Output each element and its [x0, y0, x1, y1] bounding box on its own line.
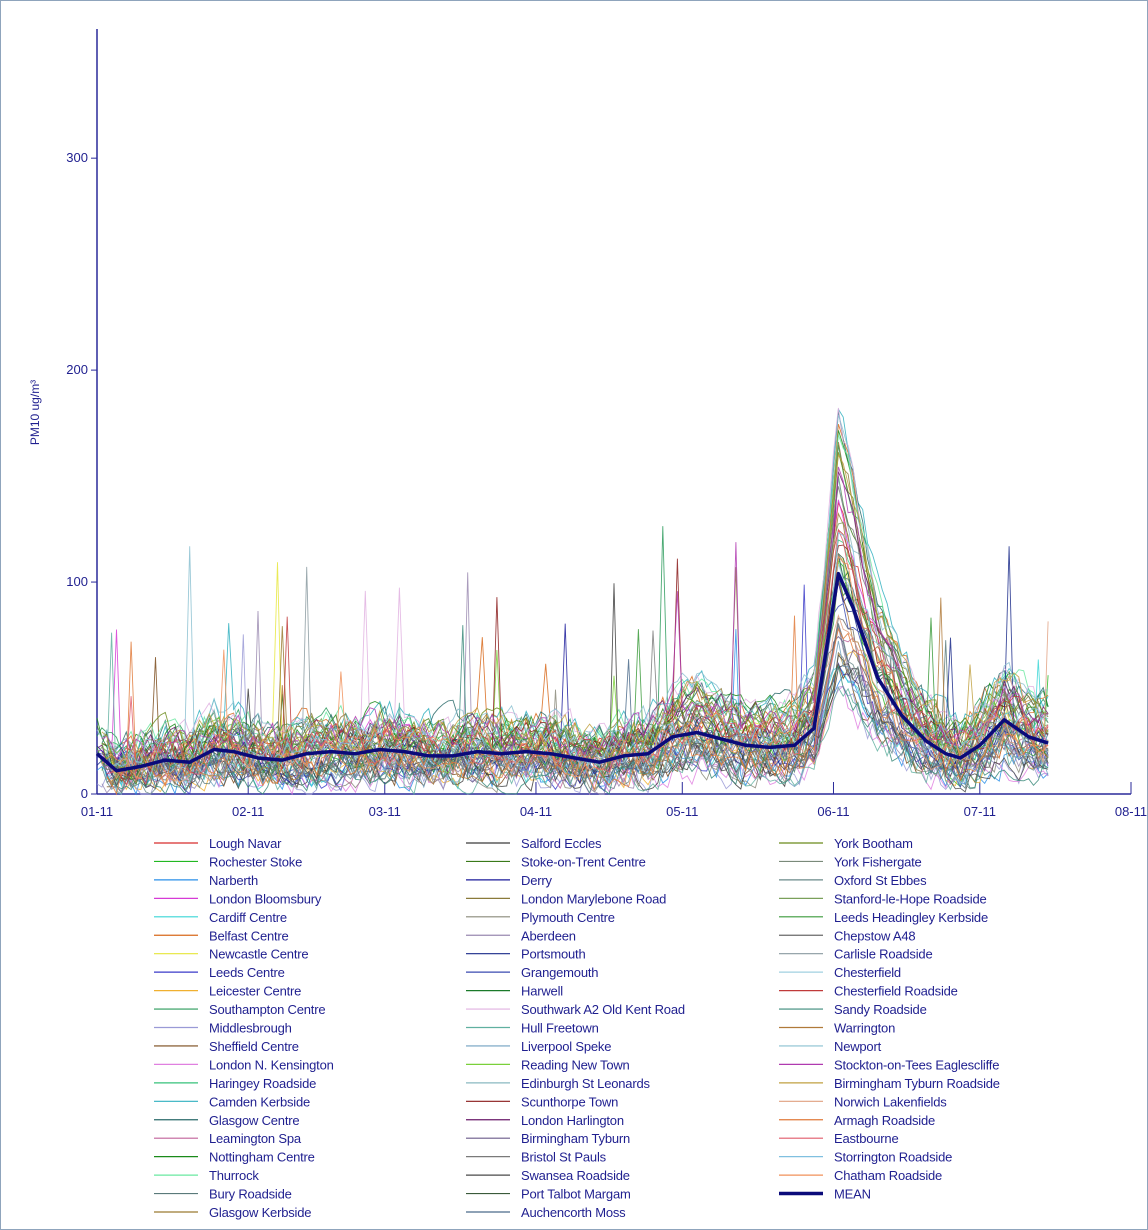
legend-label: Grangemouth: [521, 965, 598, 980]
legend-label: Chesterfield: [834, 965, 901, 980]
legend-label: Stoke-on-Trent Centre: [521, 854, 646, 869]
legend-label: Southwark A2 Old Kent Road: [521, 1002, 685, 1017]
legend-label: Chepstow A48: [834, 928, 915, 943]
y-tick-label: 0: [81, 786, 88, 801]
legend-label: Southampton Centre: [209, 1002, 325, 1017]
axes: 0 100 200 300 01-11 02-11 03-11 04-11 05-11 06-11…: [28, 29, 1147, 819]
legend-label: Oxford St Ebbes: [834, 873, 927, 888]
legend-label: Narberth: [209, 873, 258, 888]
legend-label: Derry: [521, 873, 552, 888]
station-line: [111, 625, 1049, 795]
legend-label: Edinburgh St Leonards: [521, 1076, 650, 1091]
legend-label: Reading New Town: [521, 1057, 630, 1072]
legend-label: Nottingham Centre: [209, 1150, 315, 1165]
legend-label: Harwell: [521, 984, 563, 999]
legend-label: Glasgow Kerbside: [209, 1205, 311, 1220]
station-line: [96, 522, 1049, 779]
legend-label: Bristol St Pauls: [521, 1150, 607, 1165]
legend-label: Scunthorpe Town: [521, 1094, 618, 1109]
legend-label: Auchencorth Moss: [521, 1205, 626, 1220]
legend-label: MEAN: [834, 1187, 871, 1202]
legend-label: Salford Eccles: [521, 836, 602, 851]
legend-label: Leamington Spa: [209, 1131, 302, 1146]
legend-label: Cardiff Centre: [209, 910, 287, 925]
legend-label: Glasgow Centre: [209, 1113, 299, 1128]
legend-label: Middlesbrough: [209, 1021, 292, 1036]
legend-label: Norwich Lakenfields: [834, 1094, 947, 1109]
legend-label: Hull Freetown: [521, 1021, 599, 1036]
station-line: [106, 423, 1049, 767]
station-line: [101, 552, 1049, 783]
legend-label: Lough Navar: [209, 836, 282, 851]
legend-label: Storrington Roadside: [834, 1150, 952, 1165]
legend-label: Newcastle Centre: [209, 947, 308, 962]
legend-label: Armagh Roadside: [834, 1113, 935, 1128]
legend-label: Aberdeen: [521, 928, 576, 943]
station-line: [106, 615, 1049, 796]
legend-label: Leeds Centre: [209, 965, 285, 980]
legend-label: Plymouth Centre: [521, 910, 615, 925]
legend-label: Camden Kerbside: [209, 1094, 310, 1109]
station-line: [106, 654, 1049, 793]
legend-label: York Bootham: [834, 836, 913, 851]
x-tick-label: 05-11: [666, 804, 698, 819]
x-tick-label: 01-11: [81, 804, 113, 819]
y-tick-label: 200: [66, 362, 88, 377]
legend-label: Sheffield Centre: [209, 1039, 299, 1054]
legend-label: Eastbourne: [834, 1131, 899, 1146]
legend-label: Carlisle Roadside: [834, 947, 932, 962]
legend-label: Leeds Headingley Kerbside: [834, 910, 988, 925]
legend-label: Stanford-le-Hope Roadside: [834, 891, 987, 906]
legend-label: Thurrock: [209, 1168, 259, 1183]
station-line: [101, 555, 1049, 782]
y-tick-label: 100: [66, 574, 88, 589]
legend: Lough Navar Rochester Stoke Narberth London…: [154, 836, 1000, 1220]
legend-label: London N. Kensington: [209, 1057, 334, 1072]
legend-label: Liverpool Speke: [521, 1039, 611, 1054]
station-line: [96, 414, 1049, 770]
mean-series-line: [95, 571, 1049, 773]
x-tick-label: 08-11: [1115, 804, 1147, 819]
legend-label: Rochester Stoke: [209, 854, 302, 869]
station-line: [106, 532, 1049, 777]
station-series-lines: [96, 407, 1049, 796]
legend-label: York Fishergate: [834, 854, 922, 869]
legend-label: Stockton-on-Tees Eaglescliffe: [834, 1057, 999, 1072]
legend-label: Birmingham Tyburn Roadside: [834, 1076, 1000, 1091]
legend-label: Chatham Roadside: [834, 1168, 942, 1183]
legend-label: Port Talbot Margam: [521, 1187, 631, 1202]
legend-label: Portsmouth: [521, 947, 585, 962]
y-tick-label: 300: [66, 150, 88, 165]
legend-label: London Harlington: [521, 1113, 624, 1128]
legend-label: Bury Roadside: [209, 1187, 292, 1202]
legend-label: Sandy Roadside: [834, 1002, 927, 1017]
x-tick-label: 06-11: [817, 804, 849, 819]
y-axis-label: PM10 ug/m³: [28, 380, 42, 445]
legend-label: London Bloomsbury: [209, 891, 322, 906]
x-tick-label: 07-11: [964, 804, 996, 819]
x-tick-label: 03-11: [369, 804, 401, 819]
legend-label: Leicester Centre: [209, 984, 301, 999]
legend-label: Birmingham Tyburn: [521, 1131, 630, 1146]
x-tick-label: 04-11: [520, 804, 552, 819]
x-tick-label: 02-11: [232, 804, 264, 819]
station-line: [106, 434, 1049, 753]
station-line: [101, 452, 1049, 781]
legend-label: Haringey Roadside: [209, 1076, 316, 1091]
legend-label: Warrington: [834, 1021, 895, 1036]
legend-label: London Marylebone Road: [521, 891, 666, 906]
legend-label: Chesterfield Roadside: [834, 984, 958, 999]
legend-label: Belfast Centre: [209, 928, 289, 943]
legend-label: Swansea Roadside: [521, 1168, 630, 1183]
mean-line: [95, 571, 1049, 773]
legend-label: Newport: [834, 1039, 882, 1054]
